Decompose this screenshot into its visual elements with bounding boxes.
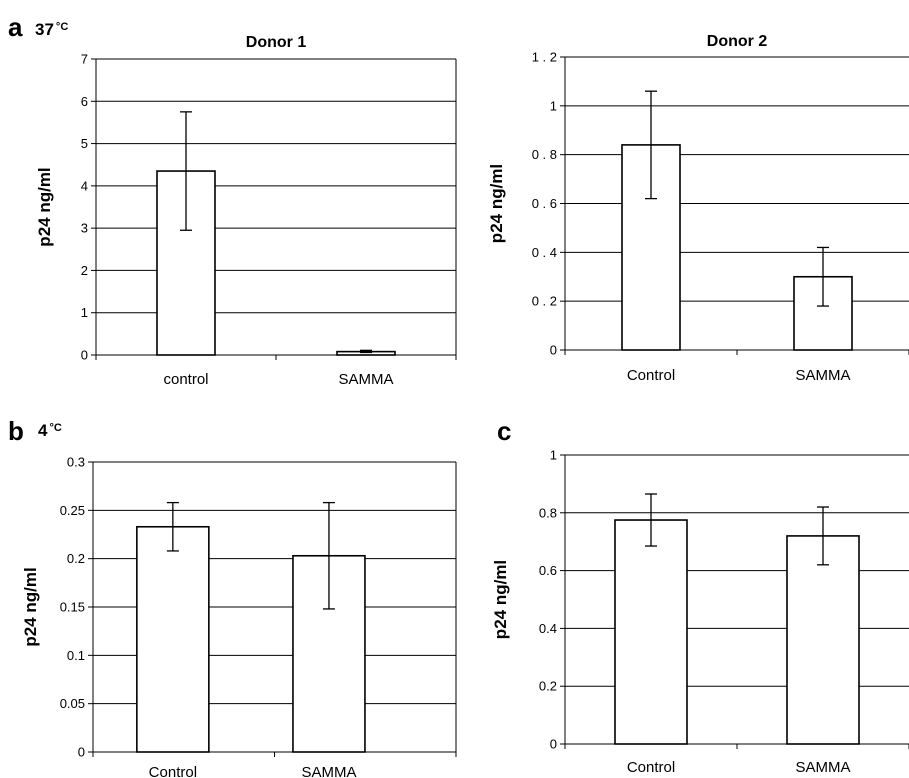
- y-tick-label: 4: [81, 178, 88, 193]
- y-tick-label: 0: [550, 737, 557, 752]
- panel-letter-a: a: [8, 12, 23, 42]
- category-label: SAMMA: [795, 759, 850, 776]
- y-tick-label: 0.05: [60, 696, 85, 711]
- y-tick-label: 0.2: [67, 551, 85, 566]
- category-label: Control: [627, 759, 675, 776]
- y-tick-label: 0.1: [67, 648, 85, 663]
- bar-control: [136, 525, 210, 753]
- y-tick-label: 2: [81, 263, 88, 278]
- y-axis-title: p24 ng/ml: [35, 167, 54, 246]
- y-tick-label: 0 . 6: [532, 196, 557, 211]
- chart-title: Donor 1: [246, 34, 307, 51]
- y-tick-label: 0.15: [60, 600, 85, 615]
- y-tick-label: 1 . 2: [532, 50, 557, 65]
- chart-c: 0 0.2 0.4 0.6 0.8 1 Control SAMMA p24 ng/ml: [491, 448, 909, 776]
- chart-title: Donor 2: [707, 33, 768, 50]
- y-tick-label: 0.2: [539, 679, 557, 694]
- y-tick-label: 1: [81, 305, 88, 320]
- y-tick-label: 6: [81, 94, 88, 109]
- panel-letter-c: c: [497, 416, 511, 446]
- y-tick-label: 1: [550, 98, 557, 113]
- y-tick-label: 0 . 4: [532, 245, 557, 260]
- category-label: Control: [627, 367, 675, 384]
- bar-samma: [786, 535, 860, 745]
- chart-donor-2: 0 0 . 2 0 . 4 0 . 6 0 . 8 1 1 . 2 Control SAMMA D…: [487, 33, 909, 384]
- temperature-value-a: 37: [35, 20, 54, 39]
- y-tick-label: 0: [81, 348, 88, 363]
- y-tick-label: 7: [81, 52, 88, 67]
- y-tick-label: 1: [550, 448, 557, 463]
- y-tick-label: 0.6: [539, 563, 557, 578]
- temperature-label-b: 4 °C: [38, 421, 62, 440]
- temperature-label-a: 37 °C: [35, 20, 68, 39]
- y-tick-label: 0.25: [60, 503, 85, 518]
- chart-4c: 0 0.05 0.1 0.15 0.2 0.25 0.3 Control SAMMA p24 ng…: [21, 455, 457, 778]
- category-label: SAMMA: [338, 371, 393, 388]
- bar-control: [156, 170, 216, 356]
- y-axis-title: p24 ng/ml: [491, 560, 510, 639]
- y-tick-label: 5: [81, 136, 88, 151]
- category-label: SAMMA: [795, 367, 850, 384]
- bar-control: [614, 519, 688, 745]
- y-axis-title: p24 ng/ml: [487, 164, 506, 243]
- y-tick-label: 0 . 2: [532, 294, 557, 309]
- y-axis-title: p24 ng/ml: [21, 567, 40, 646]
- temperature-unit-b: °C: [49, 422, 61, 434]
- y-tick-label: 0 . 8: [532, 147, 557, 162]
- chart-donor-1: 0 1 2 3 4 5 6 7 control SAMMA Donor 1 p24 ng/ml: [35, 34, 457, 388]
- category-label: control: [163, 371, 208, 388]
- y-tick-label: 0: [550, 343, 557, 358]
- y-tick-label: 3: [81, 221, 88, 236]
- y-tick-label: 0.3: [67, 455, 85, 470]
- category-label: Control: [149, 764, 197, 778]
- temperature-unit-a: °C: [56, 21, 68, 33]
- y-tick-label: 0: [78, 745, 85, 760]
- y-tick-label: 0.4: [539, 621, 557, 636]
- temperature-value-b: 4: [38, 421, 48, 440]
- panel-letter-b: b: [8, 416, 24, 446]
- category-label: SAMMA: [301, 764, 356, 778]
- y-tick-label: 0.8: [539, 505, 557, 520]
